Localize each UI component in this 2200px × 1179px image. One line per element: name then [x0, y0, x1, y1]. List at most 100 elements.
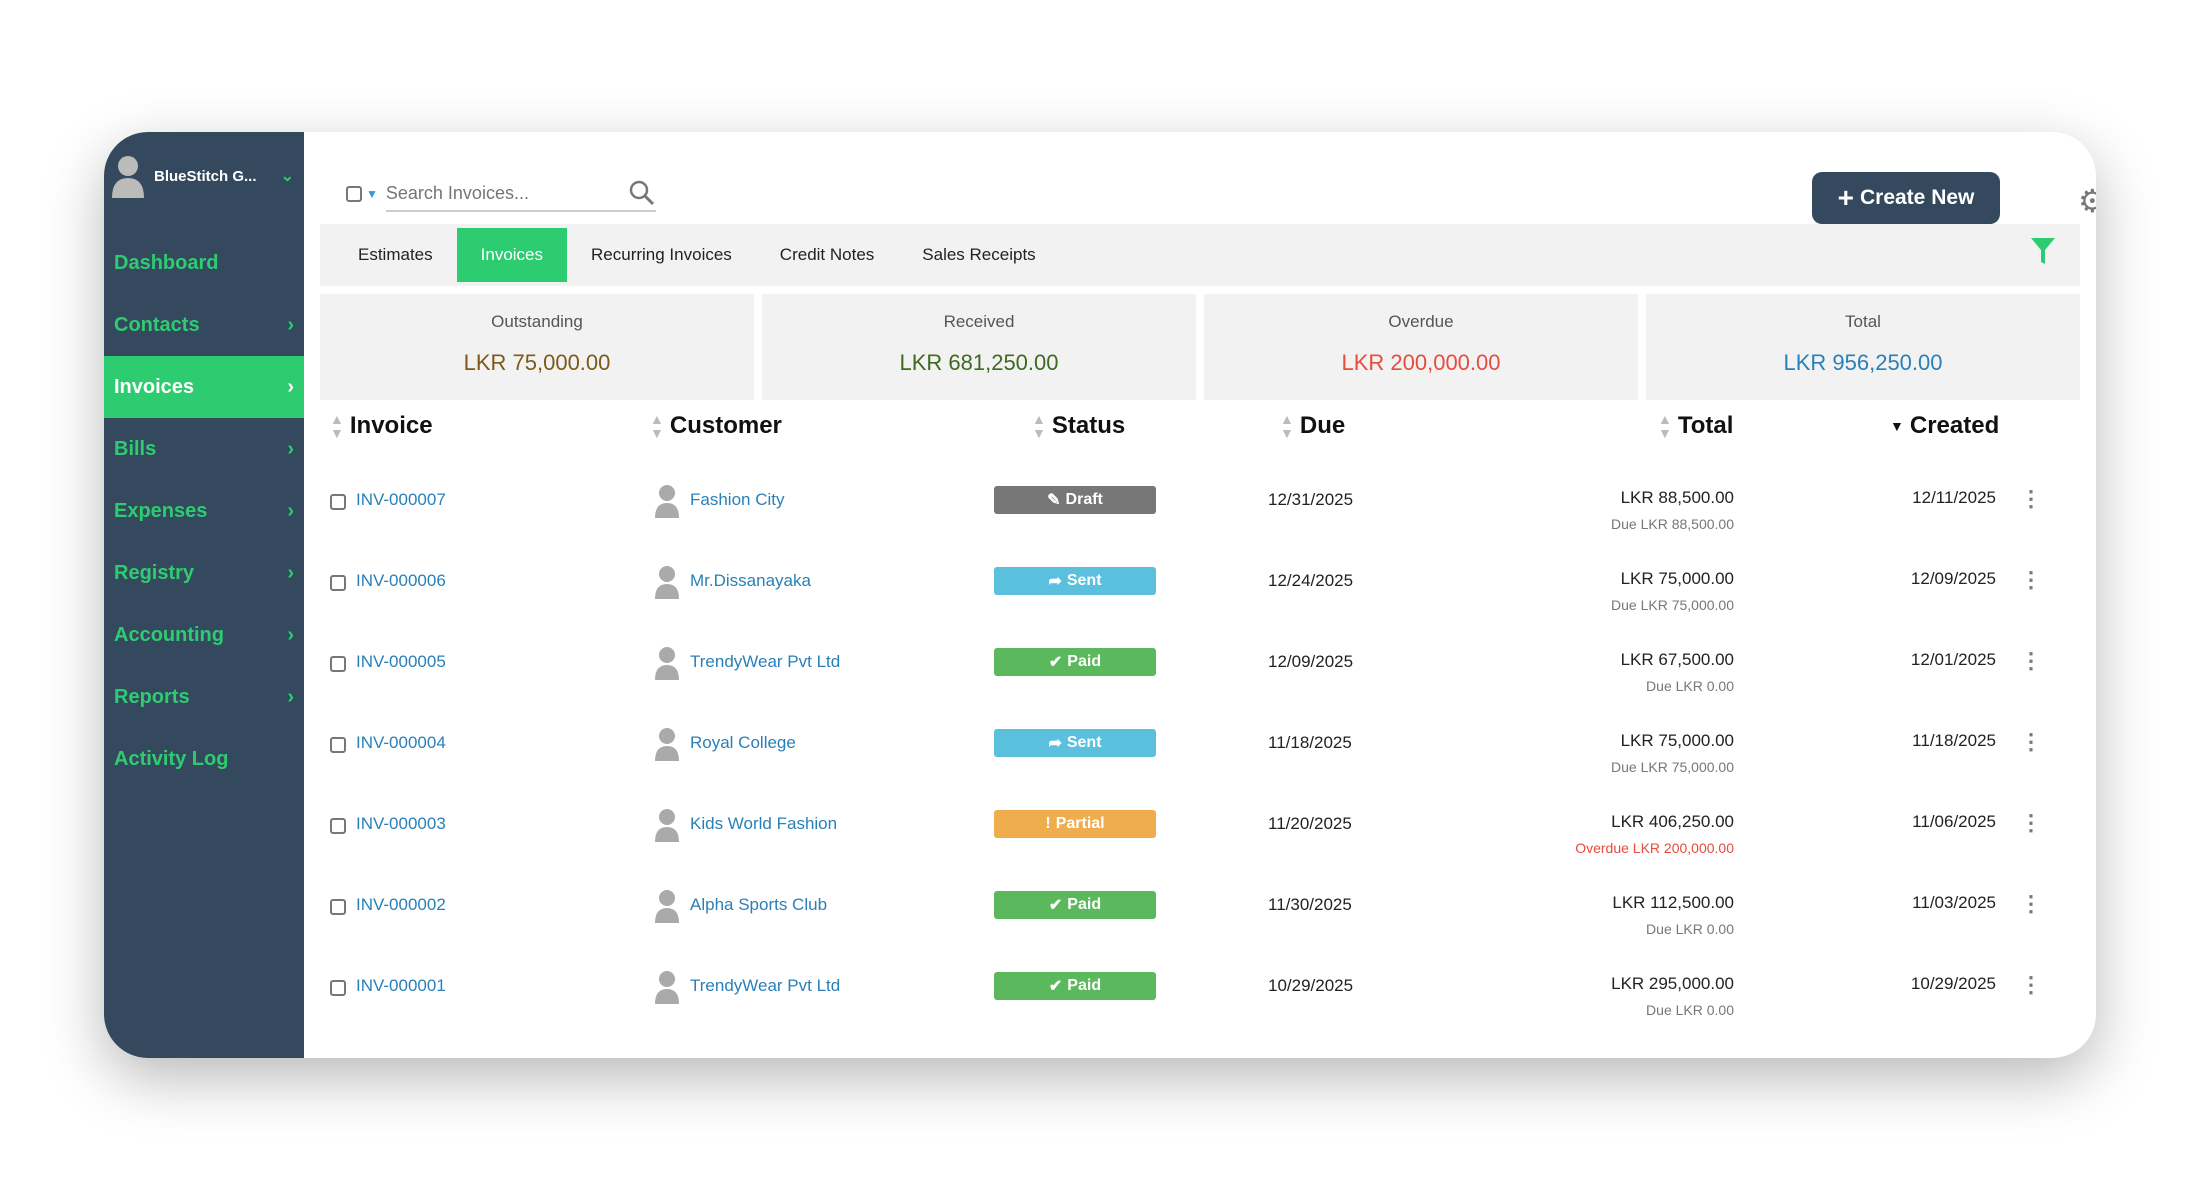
- chevron-down-icon[interactable]: ▼: [366, 187, 378, 201]
- summary-card-overdue: Overdue LKR 200,000.00: [1204, 294, 1638, 400]
- more-options-icon[interactable]: ⋮: [2020, 891, 2042, 916]
- status-badge: ✎ Draft: [994, 486, 1156, 514]
- sidebar-item-bills[interactable]: Bills ›: [104, 418, 304, 480]
- sort-icon: ▲ ▼: [650, 411, 664, 441]
- more-options-icon[interactable]: ⋮: [2020, 567, 2042, 592]
- created-date: 11/06/2025: [1912, 812, 1996, 831]
- header-customer[interactable]: ▲ ▼ Customer: [650, 412, 782, 440]
- summary-label: Total: [1845, 312, 1881, 331]
- customer-avatar-icon: [654, 565, 680, 604]
- created-date: 12/11/2025: [1912, 488, 1996, 507]
- invoice-link[interactable]: INV-000003: [356, 814, 446, 833]
- row-checkbox[interactable]: [330, 980, 346, 996]
- customer-link[interactable]: Fashion City: [690, 490, 785, 509]
- status-paid-icon: ✔: [1048, 897, 1063, 914]
- created-date: 12/09/2025: [1910, 569, 1996, 588]
- tab-credit-notes[interactable]: Credit Notes: [779, 245, 875, 264]
- invoice-link[interactable]: INV-000001: [356, 976, 446, 995]
- sidebar-nav: Dashboard Contacts › Invoices › Bills › Expense…: [104, 232, 304, 790]
- sidebar: BlueStitch G... ⌄ Dashboard Contacts › Invo…: [104, 132, 304, 1058]
- summary-card-received: Received LKR 681,250.00: [762, 294, 1196, 400]
- search-input[interactable]: [385, 182, 628, 204]
- sidebar-item-dashboard[interactable]: Dashboard: [104, 232, 304, 294]
- status-paid-icon: ✔: [1048, 978, 1063, 995]
- search-box: [385, 176, 656, 212]
- sort-icon: ▲ ▼: [1658, 411, 1672, 441]
- sidebar-item-invoices[interactable]: Invoices ›: [104, 356, 304, 418]
- status-label: Draft: [1065, 491, 1103, 508]
- customer-avatar-icon: [654, 970, 680, 1009]
- sidebar-item-label: Invoices: [114, 375, 195, 398]
- header-invoice[interactable]: ▲ ▼ Invoice: [330, 412, 433, 440]
- row-checkbox[interactable]: [330, 656, 346, 672]
- create-new-button[interactable]: + Create New: [1812, 172, 2000, 224]
- tab-invoices[interactable]: Invoices: [456, 228, 568, 282]
- header-total[interactable]: ▲ ▼ Total: [1658, 412, 1733, 440]
- status-label: Sent: [1066, 572, 1102, 589]
- table-row: INV-000001 TrendyWear Pvt Ltd ✔ Paid 10/29/2…: [104, 958, 2096, 1039]
- customer-link[interactable]: Alpha Sports Club: [690, 895, 828, 914]
- status-label: Sent: [1066, 734, 1102, 751]
- chevron-down-icon: ⌄: [280, 168, 294, 185]
- select-all-checkbox[interactable]: [346, 186, 362, 202]
- row-checkbox[interactable]: [330, 575, 346, 591]
- sidebar-item-label: Dashboard: [114, 251, 219, 274]
- invoice-link[interactable]: INV-000005: [356, 652, 446, 671]
- sidebar-item-activity-log[interactable]: Activity Log: [104, 728, 304, 790]
- balance-due: Due LKR 88,500.00: [1611, 516, 1734, 532]
- invoice-link[interactable]: INV-000002: [356, 895, 446, 914]
- invoice-link[interactable]: INV-000006: [356, 571, 446, 590]
- sidebar-item-label: Contacts: [114, 313, 200, 336]
- filter-icon[interactable]: [2030, 236, 2056, 274]
- customer-link[interactable]: TrendyWear Pvt Ltd: [690, 652, 841, 671]
- header-due[interactable]: ▲ ▼ Due: [1280, 412, 1345, 440]
- tab-estimates[interactable]: Estimates: [358, 245, 433, 264]
- due-date: 12/24/2025: [1268, 571, 1354, 590]
- org-switcher[interactable]: BlueStitch G... ⌄: [110, 154, 294, 198]
- status-sent-icon: ➦: [1048, 573, 1062, 590]
- header-status[interactable]: ▲ ▼ Status: [1032, 412, 1125, 440]
- header-label: Total: [1677, 412, 1734, 439]
- status-badge: ✔ Paid: [994, 648, 1156, 676]
- status-sent-icon: ➦: [1048, 735, 1062, 752]
- sidebar-item-accounting[interactable]: Accounting ›: [104, 604, 304, 666]
- sidebar-item-label: Registry: [114, 561, 195, 584]
- more-options-icon[interactable]: ⋮: [2020, 972, 2042, 997]
- search-icon[interactable]: [628, 179, 656, 207]
- status-label: Paid: [1067, 977, 1102, 994]
- more-options-icon[interactable]: ⋮: [2020, 810, 2042, 835]
- row-checkbox[interactable]: [330, 494, 346, 510]
- search-area: ▼: [346, 176, 656, 212]
- user-icon: [112, 156, 144, 198]
- customer-avatar-icon: [654, 727, 680, 766]
- more-options-icon[interactable]: ⋮: [2020, 648, 2042, 673]
- status-badge: ➦ Sent: [994, 567, 1156, 595]
- tab-sales-receipts[interactable]: Sales Receipts: [922, 245, 1036, 264]
- row-checkbox[interactable]: [330, 737, 346, 753]
- row-checkbox[interactable]: [330, 899, 346, 915]
- sidebar-item-expenses[interactable]: Expenses ›: [104, 480, 304, 542]
- gear-icon[interactable]: ⚙: [2078, 183, 2096, 219]
- header-label: Created: [1909, 412, 2000, 439]
- sidebar-item-label: Reports: [114, 685, 190, 708]
- due-date: 11/30/2025: [1268, 895, 1352, 914]
- row-checkbox[interactable]: [330, 818, 346, 834]
- total-amount: LKR 112,500.00: [1612, 893, 1734, 912]
- invoice-link[interactable]: INV-000004: [356, 733, 446, 752]
- more-options-icon[interactable]: ⋮: [2020, 486, 2042, 511]
- sidebar-item-reports[interactable]: Reports ›: [104, 666, 304, 728]
- table-row: INV-000006 Mr.Dissanayaka ➦ Sent 12/24/2025 L…: [104, 553, 2096, 634]
- invoice-link[interactable]: INV-000007: [356, 490, 446, 509]
- status-partial-icon: !: [1045, 815, 1051, 832]
- invoice-table: INV-000007 Fashion City ✎ Draft 12/31/2025 LK…: [104, 472, 2096, 1039]
- header-created[interactable]: ▼ Created: [1890, 412, 1999, 440]
- customer-link[interactable]: Royal College: [690, 733, 796, 752]
- more-options-icon[interactable]: ⋮: [2020, 729, 2042, 754]
- sidebar-item-contacts[interactable]: Contacts ›: [104, 294, 304, 356]
- customer-link[interactable]: Kids World Fashion: [690, 814, 838, 833]
- customer-link[interactable]: Mr.Dissanayaka: [690, 571, 811, 590]
- customer-link[interactable]: TrendyWear Pvt Ltd: [690, 976, 841, 995]
- created-date: 12/01/2025: [1910, 650, 1996, 669]
- tab-recurring-invoices[interactable]: Recurring Invoices: [591, 245, 732, 264]
- sidebar-item-registry[interactable]: Registry ›: [104, 542, 304, 604]
